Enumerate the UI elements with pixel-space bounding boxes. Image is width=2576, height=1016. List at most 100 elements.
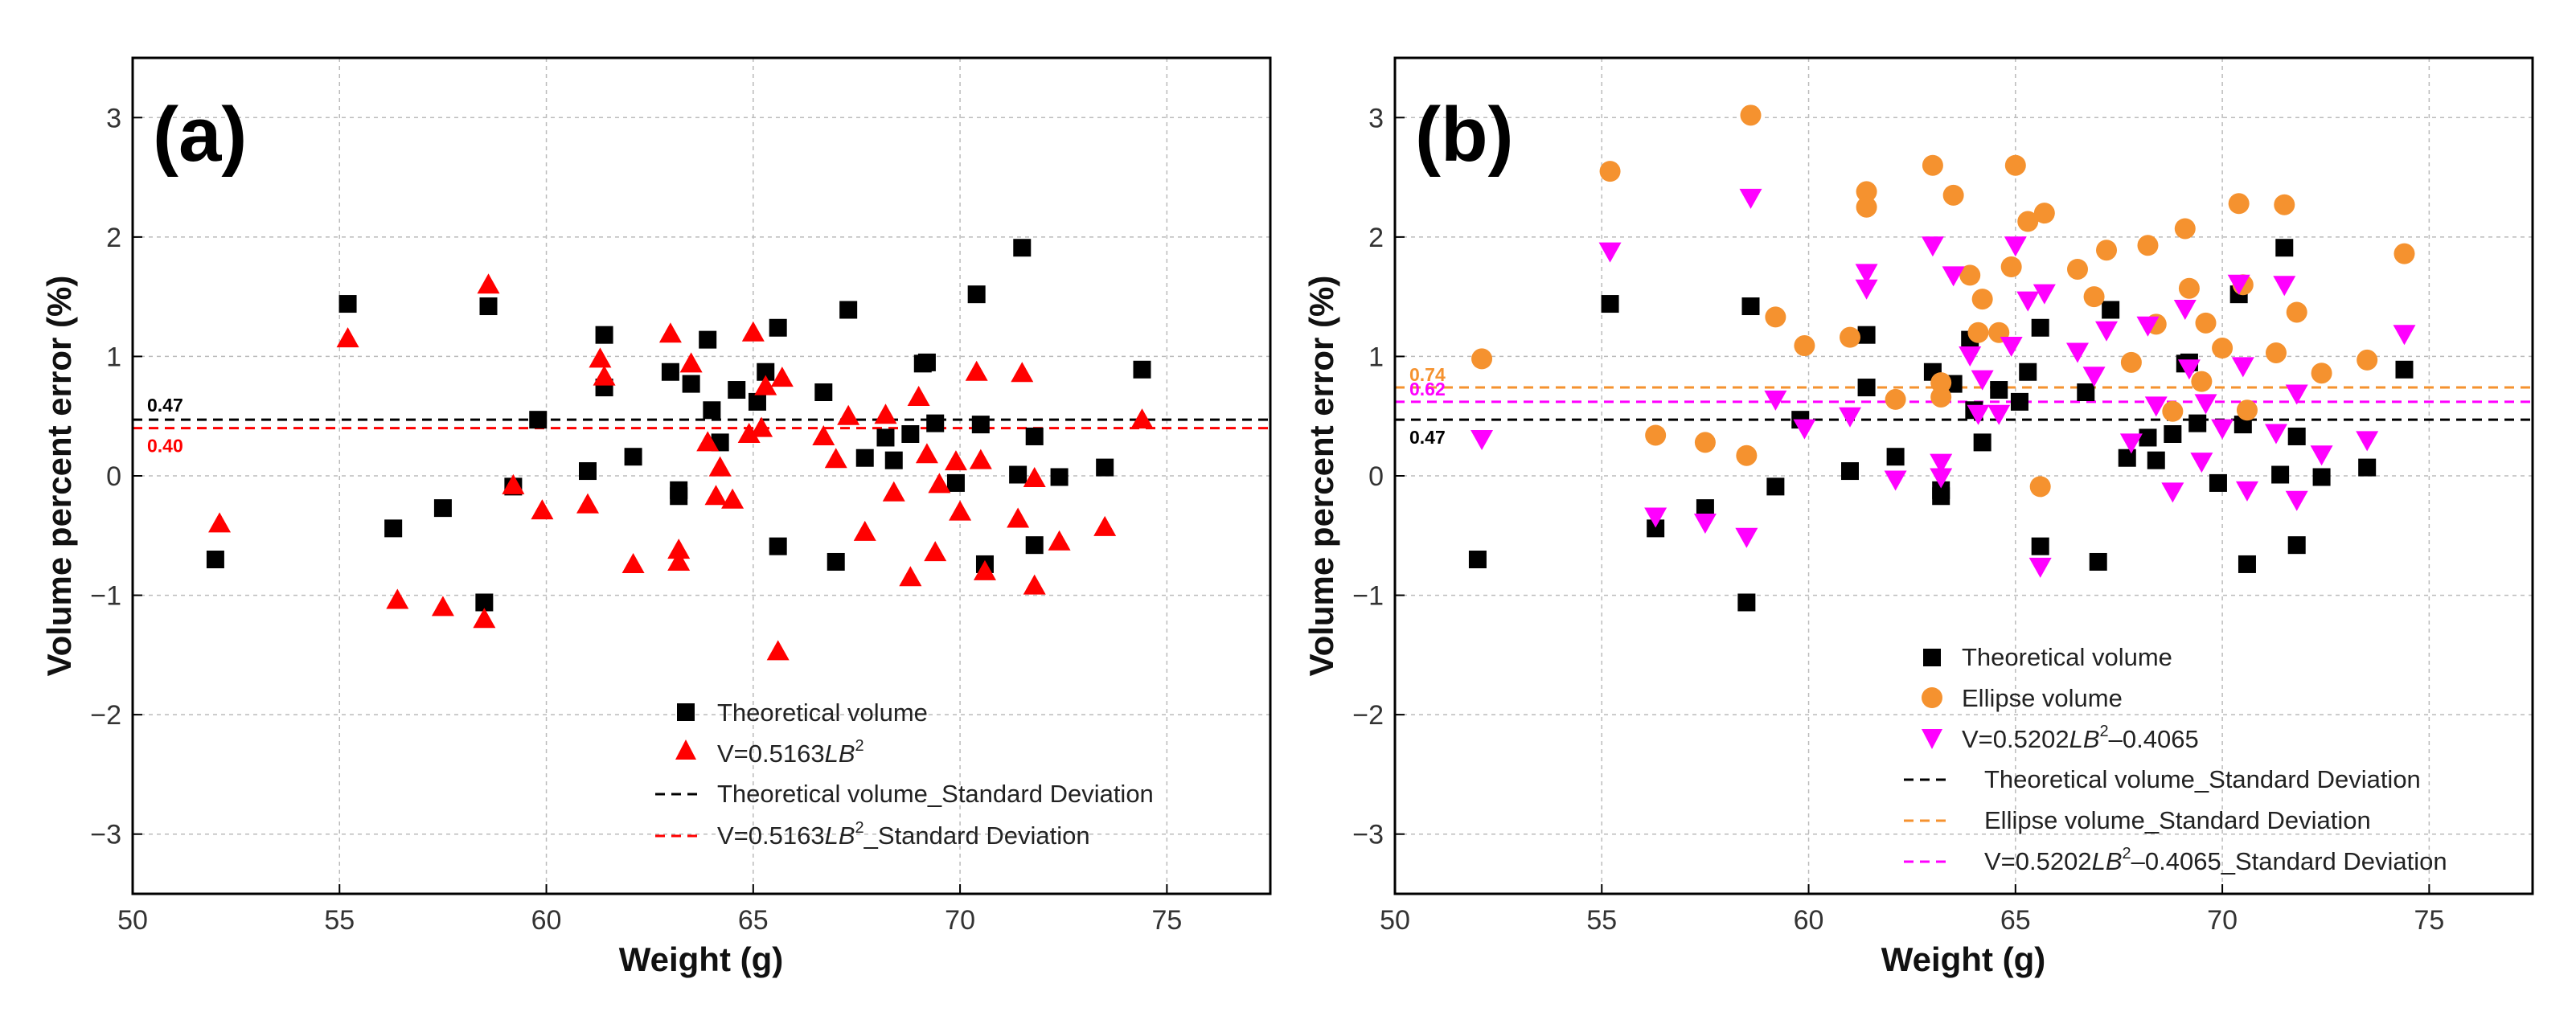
data-point-triangle-down [2028, 557, 2052, 578]
std-line-label: 0.62 [1409, 379, 1446, 399]
data-point-square [661, 363, 679, 381]
data-point-circle [2265, 342, 2287, 363]
data-point-square [1009, 465, 1028, 484]
data-point-triangle-down [2066, 342, 2089, 363]
data-point-square [2118, 449, 2136, 467]
data-point-triangle-up [965, 360, 988, 381]
data-point-triangle-down [2310, 445, 2333, 466]
data-point-square [728, 381, 746, 399]
data-point-triangle-down [2211, 419, 2234, 440]
data-point-square [1766, 477, 1785, 496]
data-point-circle [2067, 258, 2088, 280]
data-point-triangle-down [1855, 264, 1878, 285]
panel-a-chart: 0.47 0.40 50 55 60 65 70 75 −3 −2 −1 0 1 2 3 (a) Weig… [40, 56, 1272, 978]
data-point-triangle-down [2190, 453, 2213, 473]
data-point-triangle-down [1971, 370, 1994, 391]
data-point-triangle-up [741, 321, 765, 342]
legend-b-model-sd: V=0.5202LB2–0.4065_Standard Deviation [1984, 845, 2447, 875]
data-point-triangle-down [2356, 431, 2379, 452]
data-point-triangle-down [1693, 513, 1717, 534]
panel-a-xlabel: Weight (g) [619, 940, 784, 978]
data-point-circle [2228, 193, 2250, 215]
y-tick-label: 1 [106, 342, 121, 372]
legend-b-ellipse: Ellipse volume [1962, 684, 2123, 712]
data-point-circle [2311, 363, 2332, 384]
legend-b-triangle-marker [1922, 729, 1942, 749]
data-point-square [1050, 468, 1069, 486]
data-point-square [1696, 499, 1714, 518]
data-point-triangle-down [1930, 468, 1953, 489]
data-point-circle [2033, 203, 2055, 224]
y-tick-label: 1 [1368, 342, 1384, 372]
x-tick-label: 70 [945, 905, 975, 936]
data-point-triangle-up [737, 423, 761, 443]
panel-a-ylabel: Volume percent error (%) [40, 276, 78, 677]
data-point-square [769, 537, 787, 555]
data-point-square [2287, 427, 2306, 445]
data-point-square [2358, 458, 2377, 477]
data-point-square [769, 318, 787, 337]
legend-b-model: V=0.5202LB2–0.4065 [1962, 723, 2199, 753]
data-point-triangle-down [1598, 242, 1622, 263]
data-point-triangle-down [1967, 404, 1990, 425]
data-point-circle [1794, 335, 1815, 357]
data-point-square [855, 449, 874, 467]
legend-a-model-sd: V=0.5163LB2_Standard Deviation [717, 819, 1090, 850]
data-point-triangle-up [924, 541, 947, 562]
panel-a-ticks: 50 55 60 65 70 75 −3 −2 −1 0 1 2 3 [90, 103, 1182, 936]
std-line-label: 0.47 [147, 395, 183, 416]
data-point-triangle-down [1739, 188, 1762, 209]
data-point-triangle-up [477, 273, 500, 294]
data-point-square [2275, 239, 2294, 257]
data-point-triangle-down [1959, 346, 1982, 367]
data-point-triangle-up [874, 404, 897, 424]
y-tick-label: 3 [1368, 103, 1384, 133]
data-point-circle [2096, 240, 2118, 261]
data-point-triangle-down [2173, 300, 2197, 320]
data-point-square [2209, 473, 2227, 492]
panel-b-points [1468, 104, 2416, 612]
data-point-triangle-up [944, 450, 967, 471]
data-point-circle [2017, 211, 2039, 232]
legend-b-theoretical: Theoretical volume [1962, 643, 2172, 671]
data-point-triangle-down [2285, 490, 2308, 511]
data-point-triangle-up [721, 488, 744, 509]
legend-b-model-sd-lb: LB [2092, 847, 2123, 875]
data-point-circle [1645, 424, 1667, 446]
data-point-triangle-down [2227, 274, 2250, 295]
y-tick-label: 0 [106, 461, 121, 492]
y-tick-label: 2 [106, 223, 121, 253]
y-tick-label: −1 [1352, 581, 1384, 612]
panel-a-legend: Theoretical volume V=0.5163LB2 Theoretic… [655, 698, 1154, 850]
data-point-triangle-up [621, 552, 645, 573]
data-point-triangle-down [1735, 527, 1758, 548]
data-point-triangle-up [708, 456, 732, 477]
data-point-square [901, 425, 920, 443]
x-tick-label: 55 [324, 905, 355, 936]
data-point-circle [1942, 184, 1964, 206]
data-point-square [2102, 301, 2120, 319]
data-point-square [475, 593, 494, 612]
data-point-square [1857, 379, 1876, 397]
x-tick-label: 65 [738, 905, 769, 936]
data-point-triangle-down [2231, 357, 2254, 378]
data-point-triangle-down [1644, 507, 1667, 528]
data-point-square [1013, 239, 1032, 257]
data-point-circle [1967, 322, 1989, 343]
data-point-triangle-up [853, 520, 876, 541]
legend-a-model-sd-lb: LB [825, 821, 855, 850]
data-point-square [1601, 295, 1619, 313]
data-point-square [884, 451, 903, 469]
std-line-label: 0.40 [147, 436, 183, 457]
data-point-circle [1840, 326, 1860, 348]
data-point-circle [2137, 235, 2159, 256]
data-point-square [2019, 363, 2037, 381]
data-point-triangle-up [973, 559, 996, 580]
panel-b-legend: Theoretical volume Ellipse volume V=0.52… [1904, 643, 2447, 875]
data-point-triangle-up [750, 416, 773, 437]
data-point-square [206, 551, 224, 568]
data-point-circle [2083, 286, 2105, 308]
data-point-triangle-down [1471, 429, 1494, 450]
data-point-triangle-down [1930, 453, 1953, 474]
